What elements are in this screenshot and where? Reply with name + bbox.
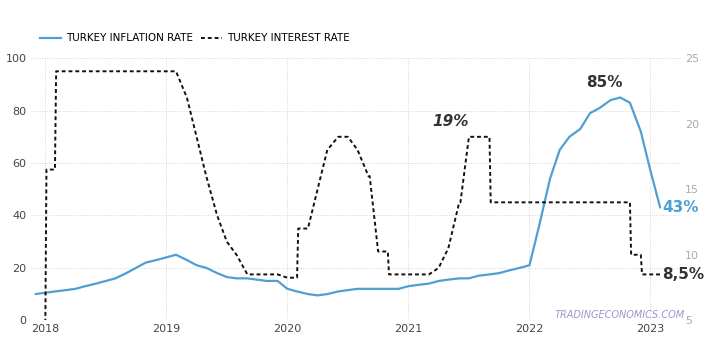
Text: 43%: 43% xyxy=(662,200,699,215)
Text: TRADINGECONOMICS.COM: TRADINGECONOMICS.COM xyxy=(554,310,684,320)
Text: 8,5%: 8,5% xyxy=(662,267,704,282)
Text: 85%: 85% xyxy=(586,75,622,90)
Legend: TURKEY INFLATION RATE, TURKEY INTEREST RATE: TURKEY INFLATION RATE, TURKEY INTEREST R… xyxy=(36,29,354,48)
Text: 19%: 19% xyxy=(433,114,469,129)
